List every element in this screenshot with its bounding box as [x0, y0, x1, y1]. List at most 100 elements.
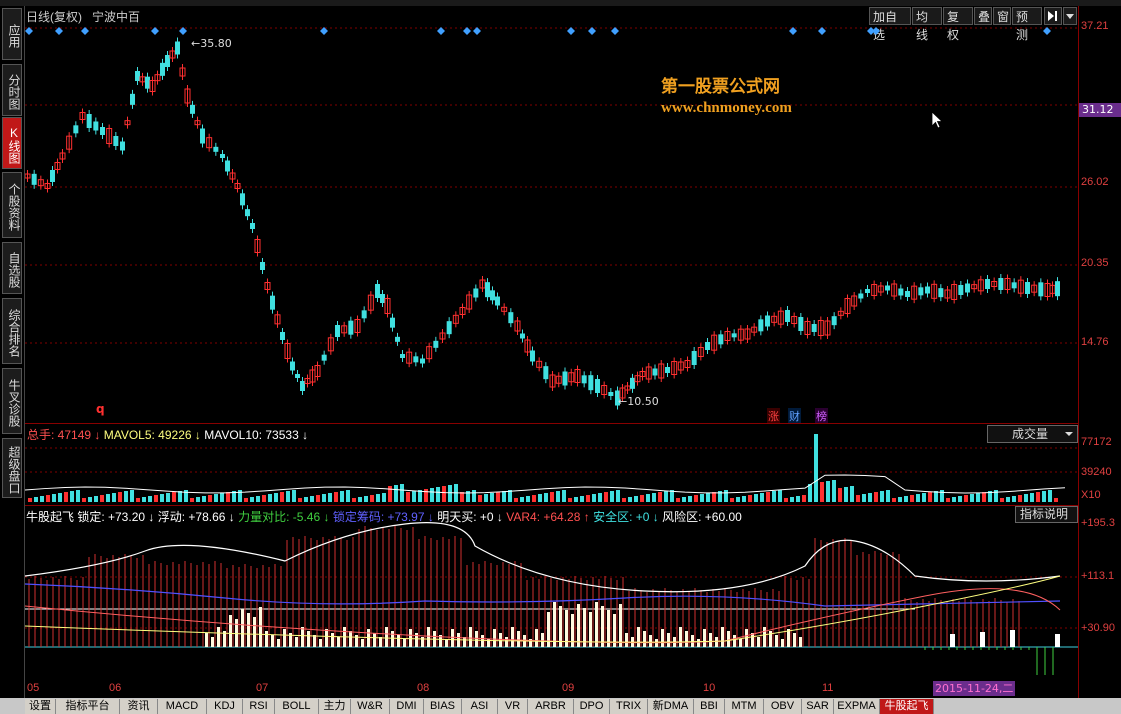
- candle-body: [837, 310, 844, 316]
- badge-rise[interactable]: 涨: [767, 408, 780, 424]
- candle-body: [877, 285, 884, 293]
- buy-bar: [427, 627, 430, 647]
- sidebar-tab-kline[interactable]: K线图: [2, 117, 22, 169]
- volume-bar: [634, 496, 638, 502]
- bottom-tab-3[interactable]: MACD: [158, 699, 207, 714]
- indicator-explain-button[interactable]: 指标说明: [1015, 506, 1078, 523]
- volume-bar: [676, 498, 680, 502]
- bottom-tab-7[interactable]: 主力: [319, 699, 351, 714]
- sidebar-tab-stock-info[interactable]: 个股资料: [2, 172, 22, 238]
- adjust-button[interactable]: 复权: [943, 7, 973, 42]
- buy-bar: [715, 637, 718, 647]
- sidebar-tab-super-quote[interactable]: 超级盘口: [2, 438, 22, 498]
- buy-bar: [781, 639, 784, 647]
- bottom-tab-19[interactable]: OBV: [764, 699, 802, 714]
- buy-bar: [439, 635, 442, 647]
- volume-bar: [418, 490, 422, 502]
- candle-body: [831, 316, 837, 326]
- volume-bar: [34, 497, 38, 502]
- menu-dropdown-icon[interactable]: [1063, 7, 1077, 25]
- buy-bar: [589, 612, 592, 647]
- sidebar-tab-timeshare[interactable]: 分时图: [2, 64, 22, 116]
- indicator-pane[interactable]: 牛股起飞 锁定: +73.20 ↓ 浮动: +78.66 ↓ 力量对比: -5.…: [25, 505, 1078, 681]
- volume-bar: [592, 494, 596, 502]
- kline-pane[interactable]: 第一股票公式网 www.chnmoney.com ←35.80 ←10.50 q…: [24, 26, 1078, 424]
- buy-bar: [481, 635, 484, 647]
- volume-bar: [982, 492, 986, 502]
- candle-body: [245, 209, 250, 217]
- forecast-button[interactable]: 预测: [1012, 7, 1042, 42]
- expand-icon[interactable]: [1044, 7, 1062, 25]
- period-label[interactable]: 日线(复权): [26, 10, 82, 24]
- candle-body: [684, 360, 691, 368]
- volume-bar: [772, 491, 776, 502]
- bottom-tab-4[interactable]: KDJ: [207, 699, 243, 714]
- kline-chart[interactable]: [24, 26, 1078, 423]
- volume-bar: [514, 498, 518, 502]
- bottom-tab-22[interactable]: 牛股起飞: [880, 699, 934, 714]
- axis-label: 20.35: [1081, 257, 1109, 269]
- bottom-tab-6[interactable]: BOLL: [275, 699, 319, 714]
- bottom-tab-18[interactable]: MTM: [725, 699, 764, 714]
- ma-button[interactable]: 均线: [912, 7, 942, 42]
- candle-body: [274, 314, 281, 325]
- volume-pane[interactable]: 总手: 47149 ↓ MAVOL5: 49226 ↓ MAVOL10: 735…: [25, 423, 1078, 506]
- power-line: [25, 575, 1061, 643]
- bottom-tab-13[interactable]: ARBR: [528, 699, 574, 714]
- volume-bar: [790, 497, 794, 502]
- volume-chart[interactable]: [25, 424, 1078, 506]
- volume-bar: [298, 498, 302, 502]
- bottom-tab-15[interactable]: TRIX: [610, 699, 648, 714]
- volume-bar: [850, 486, 854, 502]
- add-watchlist-button[interactable]: 加自选: [869, 7, 911, 42]
- candle-body: [705, 342, 710, 350]
- volume-bar: [616, 490, 620, 502]
- bottom-tab-10[interactable]: BIAS: [424, 699, 462, 714]
- signal-diamond-icon: [463, 27, 471, 35]
- candle-body: [264, 282, 271, 290]
- bottom-tab-2[interactable]: 资讯: [120, 699, 158, 714]
- bottom-tab-11[interactable]: ASI: [462, 699, 498, 714]
- bottom-tab-1[interactable]: 指标平台: [56, 699, 120, 714]
- candle-body: [86, 114, 92, 128]
- candle-body: [473, 288, 479, 298]
- candle-body: [225, 160, 230, 172]
- volume-bar: [622, 498, 626, 502]
- candle-body: [671, 361, 678, 375]
- buy-bar: [415, 633, 418, 647]
- sidebar-tab-diagnosis[interactable]: 牛叉诊股: [2, 368, 22, 434]
- volume-bar: [880, 491, 884, 502]
- bottom-tab-16[interactable]: 新DMA: [648, 699, 694, 714]
- bottom-tab-0[interactable]: 设置: [25, 699, 56, 714]
- bottom-tab-12[interactable]: VR: [498, 699, 528, 714]
- buy-bar: [541, 633, 544, 647]
- volume-bar: [238, 490, 242, 502]
- indicator-chart[interactable]: [25, 506, 1078, 681]
- sidebar-tab-apps[interactable]: 应用: [2, 8, 22, 60]
- window-button[interactable]: 窗: [993, 7, 1011, 25]
- candle-body: [574, 369, 581, 383]
- candle-body: [375, 284, 380, 298]
- volume-dropdown[interactable]: 成交量: [987, 425, 1078, 443]
- bottom-tab-17[interactable]: BBI: [694, 699, 725, 714]
- candle-body: [944, 289, 951, 299]
- bottom-tab-21[interactable]: EXPMA: [834, 699, 880, 714]
- sidebar-tab-watchlist[interactable]: 自选股: [2, 242, 22, 294]
- sidebar-tab-ranking[interactable]: 综合排名: [2, 298, 22, 364]
- candle-body: [250, 223, 255, 229]
- volume-bar: [610, 491, 614, 502]
- bottom-tab-8[interactable]: W&R: [351, 699, 390, 714]
- bottom-tab-20[interactable]: SAR: [802, 699, 834, 714]
- badge-finance[interactable]: 财: [788, 408, 801, 424]
- bottom-tab-9[interactable]: DMI: [390, 699, 424, 714]
- buy-bar: [667, 633, 670, 647]
- date-label: 05: [27, 682, 40, 694]
- bottom-tab-5[interactable]: RSI: [243, 699, 275, 714]
- badge-rank[interactable]: 榜: [815, 408, 828, 424]
- buy-bar: [625, 633, 628, 647]
- legend-item: MAVOL10: 73533: [204, 428, 299, 442]
- bottom-tab-14[interactable]: DPO: [574, 699, 610, 714]
- candle-body: [562, 371, 568, 386]
- overlay-button[interactable]: 叠: [974, 7, 992, 25]
- volume-bar: [328, 493, 332, 502]
